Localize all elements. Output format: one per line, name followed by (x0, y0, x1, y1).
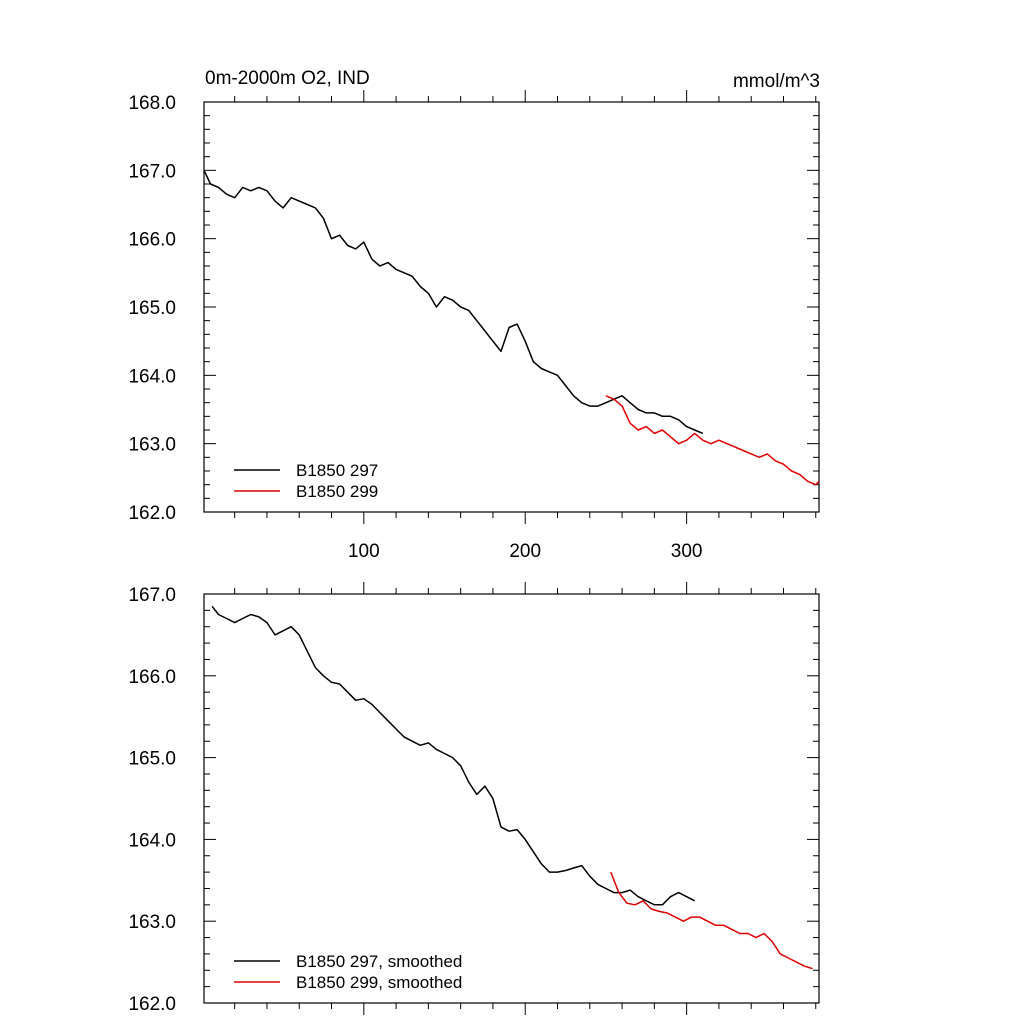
series-line-b1850-299 (605, 395, 820, 486)
x-tick-label: 100 (348, 541, 380, 562)
y-tick-label: 166.0 (128, 667, 176, 688)
legend-label-b1850-297-smoothed: B1850 297, smoothed (296, 952, 462, 971)
bottom-panel: 162.0 163.0 164.0 165.0 166.0 167.0 B1850 297… (128, 582, 820, 1015)
chart-title: 0m-2000m O2, IND (205, 68, 370, 89)
y-tick-label: 162.0 (128, 994, 176, 1015)
series-line-b1850-297 (203, 169, 704, 435)
y-tick-label: 163.0 (128, 435, 176, 456)
series-lines (211, 605, 813, 970)
y-tick-label: 167.0 (128, 585, 176, 606)
y-tick-label: 164.0 (128, 366, 176, 387)
legend: B1850 297, smoothed B1850 299, smoothed (234, 952, 462, 992)
y-tick-label: 167.0 (128, 161, 176, 182)
y-tick-label: 166.0 (128, 230, 176, 251)
legend: B1850 297 B1850 299 (234, 461, 378, 501)
y-tick-label: 162.0 (128, 503, 176, 524)
legend-label-b1850-299-smoothed: B1850 299, smoothed (296, 973, 462, 992)
plot-frame (203, 101, 820, 513)
legend-label-b1850-299: B1850 299 (296, 482, 378, 501)
series-lines (203, 169, 820, 486)
axis-ticks: 162.0 163.0 164.0 165.0 166.0 167.0 (128, 582, 819, 1015)
series-line-b1850-299-smoothed (610, 871, 813, 970)
x-tick-label: 300 (671, 541, 703, 562)
chart-units: mmol/m^3 (733, 71, 820, 92)
plot-frame (203, 593, 820, 1004)
y-tick-label: 168.0 (128, 93, 176, 114)
series-line-b1850-297-smoothed (211, 605, 696, 906)
x-tick-label: 200 (509, 541, 541, 562)
y-tick-label: 165.0 (128, 298, 176, 319)
axis-ticks: 162.0 163.0 164.0 165.0 166.0 167.0 168.0 100 20… (128, 90, 819, 562)
top-panel: 0m-2000m O2, IND mmol/m^3 162.0 163.0 164.… (128, 68, 820, 562)
y-tick-label: 164.0 (128, 830, 176, 851)
y-tick-label: 163.0 (128, 912, 176, 933)
legend-label-b1850-297: B1850 297 (296, 461, 378, 480)
y-tick-label: 165.0 (128, 749, 176, 770)
